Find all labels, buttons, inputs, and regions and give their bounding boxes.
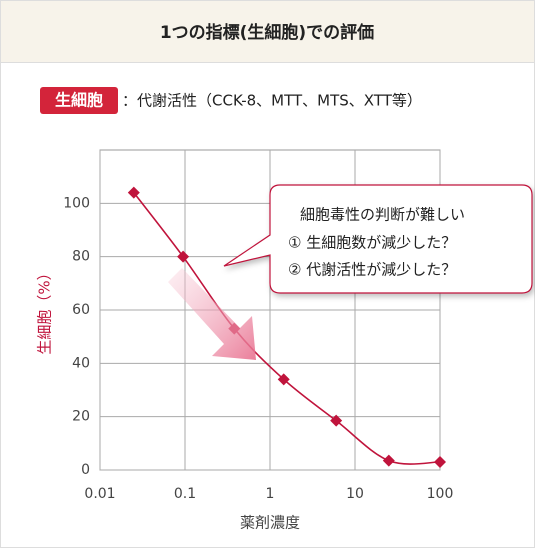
arrow	[168, 268, 256, 360]
data-point	[127, 186, 140, 199]
y-tick-label: 80	[72, 249, 90, 265]
x-axis-label: 薬剤濃度	[240, 514, 300, 532]
data-point	[382, 454, 395, 467]
data-point	[330, 414, 343, 427]
callout-line: 細胞毒性の判断が難しい	[300, 206, 465, 224]
data-point	[434, 456, 446, 468]
callout-line: ② 代謝活性が減少した？	[288, 261, 456, 279]
callout-line: ① 生細胞数が減少した？	[288, 234, 456, 252]
callout-box	[223, 184, 533, 294]
y-tick-label: 0	[81, 462, 90, 478]
header-title: 1つの指標(生細胞)での評価	[160, 22, 374, 43]
y-tick-label: 20	[72, 409, 90, 425]
y-tick-label: 100	[63, 195, 90, 211]
header-bar	[0, 0, 535, 63]
x-tick-label: 0.01	[84, 486, 115, 502]
badge	[40, 87, 118, 114]
x-tick-label: 1	[266, 486, 275, 502]
y-tick-label: 60	[72, 302, 90, 318]
badge-note: ：代謝活性（CCK-8、MTT、MTS、XTT等）	[122, 92, 422, 110]
y-tick-label: 40	[72, 355, 90, 371]
y-axis-label: 生細胞（%）	[36, 265, 54, 354]
x-tick-label: 100	[427, 486, 454, 502]
x-tick-label: 0.1	[174, 486, 196, 502]
data-point	[177, 250, 190, 263]
x-tick-label: 10	[346, 486, 364, 502]
badge-text: 生細胞	[55, 91, 103, 110]
data-point	[277, 373, 290, 386]
